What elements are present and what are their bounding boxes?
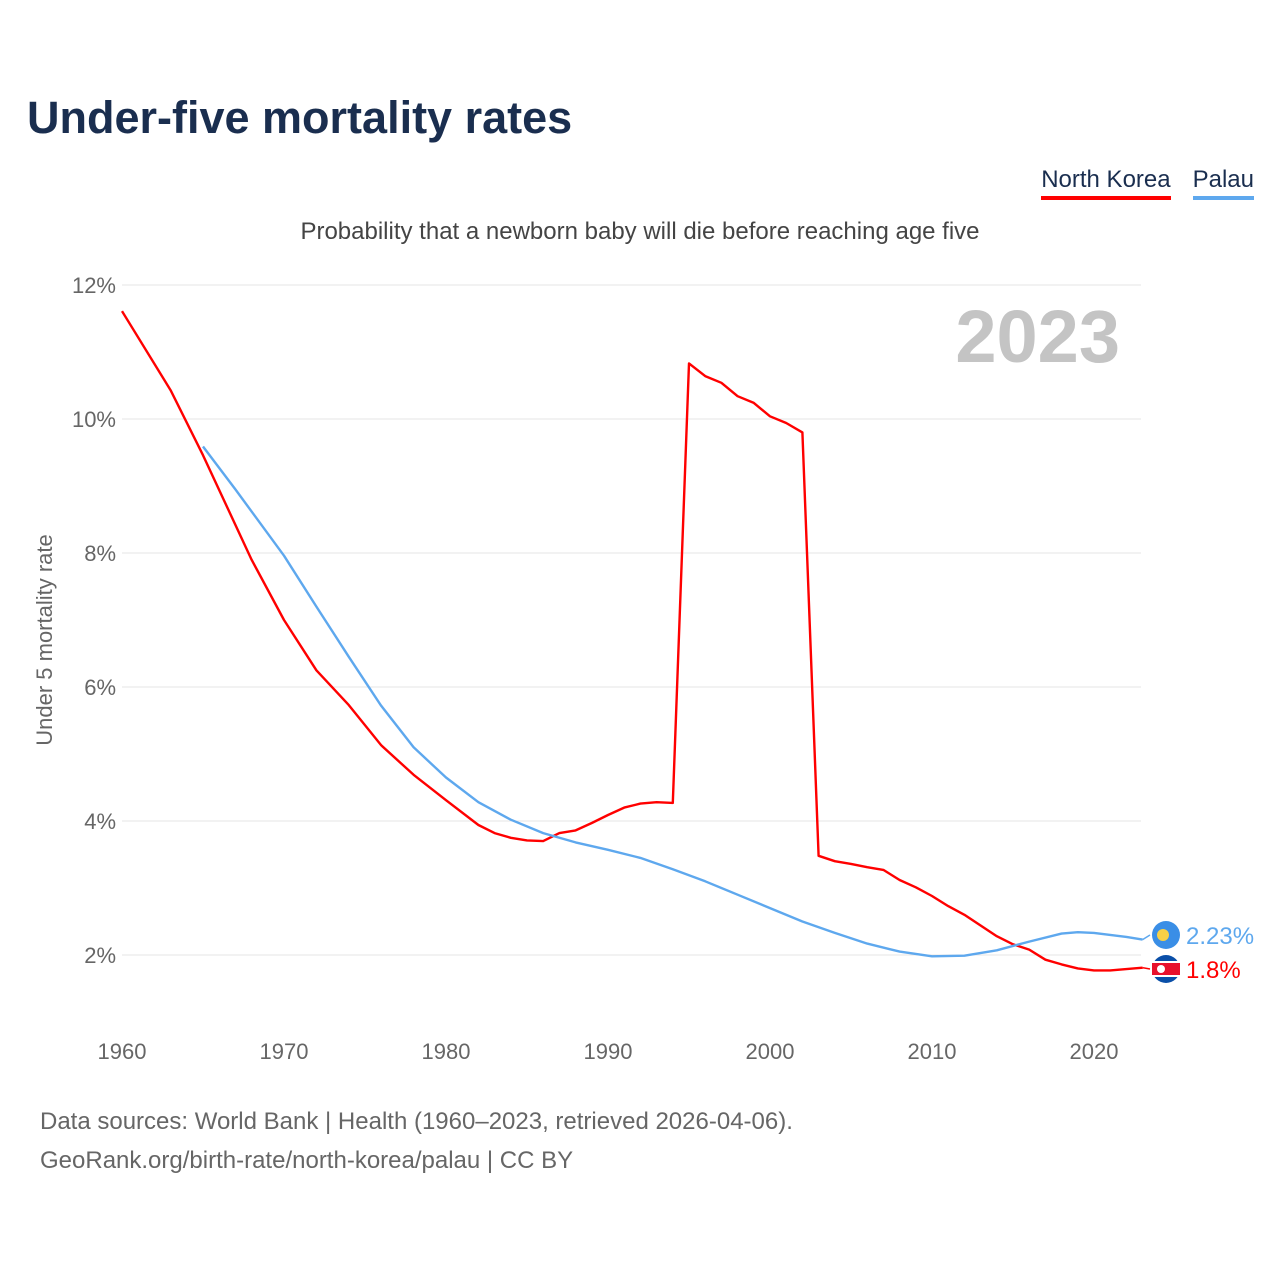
y-tick-label: 12% (72, 273, 116, 298)
x-tick-label: 1970 (260, 1039, 309, 1064)
y-tick-label: 10% (72, 407, 116, 432)
chart-subtitle: Probability that a newborn baby will die… (300, 218, 980, 245)
chart-title: Under-five mortality rates (27, 92, 573, 143)
end-connector (1142, 966, 1151, 970)
palau-flag-moon (1157, 929, 1169, 941)
y-axis-label: Under 5 mortality rate (32, 534, 57, 746)
y-tick-label: 2% (84, 943, 116, 968)
legend-palau[interactable]: Palau (1192, 166, 1254, 200)
legend-north-korea[interactable]: North Korea (1041, 166, 1171, 200)
legend: North Korea Palau (1041, 166, 1254, 200)
y-tick-label: 8% (84, 541, 116, 566)
end-value-label: 1.8% (1186, 957, 1241, 984)
x-tick-label: 1960 (98, 1039, 147, 1064)
y-tick-label: 6% (84, 675, 116, 700)
year-label: 2023 (955, 295, 1120, 378)
x-tick-label: 2010 (908, 1039, 957, 1064)
x-tick-label: 1980 (422, 1039, 471, 1064)
source-link[interactable]: GeoRank.org/birth-rate/north-korea/palau… (40, 1147, 574, 1174)
flag-red-band (1152, 963, 1180, 975)
x-tick-label: 1990 (584, 1039, 633, 1064)
end-connector (1142, 934, 1151, 941)
end-value-label: 2.23% (1186, 923, 1254, 950)
flag-star-disc (1157, 965, 1165, 973)
series-line-palau (202, 445, 1143, 958)
x-tick-label: 2000 (746, 1039, 795, 1064)
data-source: Data sources: World Bank | Health (1960–… (40, 1108, 793, 1135)
x-tick-label: 2020 (1070, 1039, 1119, 1064)
y-tick-label: 4% (84, 809, 116, 834)
series-line-north-korea (120, 310, 1143, 972)
